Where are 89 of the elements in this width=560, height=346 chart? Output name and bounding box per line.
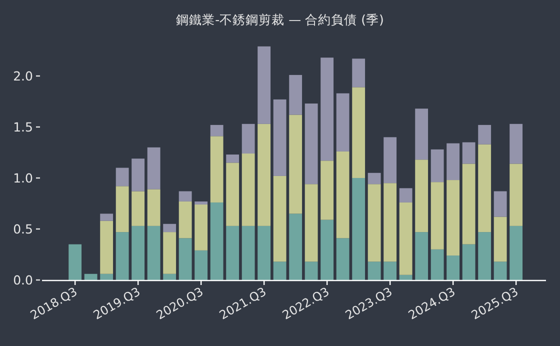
bar [494, 191, 507, 217]
bar [384, 262, 397, 280]
bar [163, 232, 176, 274]
bar [478, 124, 492, 144]
chart-title: 鋼鐵業-不銹鋼剪裁 — 合約負債 (季) [176, 12, 384, 27]
bar [258, 46, 271, 124]
bar [194, 201, 208, 205]
bar [84, 274, 98, 280]
bar [116, 168, 129, 186]
bar [289, 74, 302, 115]
bar [336, 238, 350, 280]
bar [446, 143, 460, 180]
bar [415, 160, 428, 232]
bar [100, 220, 114, 274]
bar [399, 202, 412, 275]
bar [368, 262, 381, 280]
bar [178, 191, 192, 202]
bar [258, 124, 271, 226]
bar [430, 149, 444, 182]
bar [446, 180, 460, 256]
bar [352, 58, 366, 88]
y-tick-label: 1.5 [13, 119, 33, 134]
bar [304, 262, 318, 280]
bar [462, 244, 476, 280]
bar [399, 274, 412, 280]
bar [194, 250, 208, 280]
bar [147, 147, 160, 190]
bar [147, 226, 160, 280]
bar [194, 204, 208, 250]
bar [226, 154, 240, 163]
bar [462, 164, 476, 244]
bar [226, 162, 240, 226]
bar [178, 201, 192, 238]
bar [494, 216, 507, 262]
bar [320, 58, 334, 161]
bar [446, 256, 460, 280]
bar [320, 220, 334, 280]
bar [273, 262, 286, 280]
bar [147, 189, 160, 226]
bar [304, 184, 318, 262]
bar [68, 244, 82, 280]
bar [399, 188, 412, 202]
bar [242, 154, 255, 226]
bar [510, 226, 523, 280]
bar [132, 158, 145, 192]
bar [100, 214, 114, 221]
bar [415, 108, 428, 160]
bar [430, 249, 444, 280]
bar [116, 186, 129, 232]
y-tick-label: 0.5 [13, 221, 33, 236]
bar [178, 238, 192, 280]
bar [384, 183, 397, 262]
bar [368, 184, 381, 262]
bar [289, 214, 302, 280]
bar [100, 274, 114, 280]
bar [368, 172, 381, 184]
y-tick-label: 0.0 [13, 272, 34, 288]
y-tick-label: 2.0 [13, 68, 34, 84]
bar [210, 124, 224, 136]
bar [132, 226, 145, 280]
bar [510, 164, 523, 226]
bar [478, 144, 492, 232]
bar [304, 104, 318, 184]
bar [258, 226, 271, 280]
bar [478, 232, 492, 280]
bar [273, 176, 286, 262]
bar [430, 182, 444, 250]
bar [289, 114, 302, 214]
bar [336, 93, 350, 152]
bar [415, 232, 428, 280]
bar [336, 151, 350, 238]
bar [242, 124, 255, 154]
bar [242, 226, 255, 280]
bar [510, 124, 523, 164]
bar [210, 202, 224, 280]
bar [320, 160, 334, 220]
bar [352, 178, 366, 280]
bar [163, 224, 176, 232]
y-tick-label: 1.0 [13, 170, 34, 186]
bar [132, 191, 145, 226]
bar [494, 262, 507, 280]
bar [226, 226, 240, 280]
bar [384, 137, 397, 184]
bar [462, 142, 476, 164]
bar [116, 232, 129, 280]
bar [210, 136, 224, 202]
bar [163, 274, 176, 280]
bar [273, 99, 286, 176]
bar [352, 87, 366, 178]
